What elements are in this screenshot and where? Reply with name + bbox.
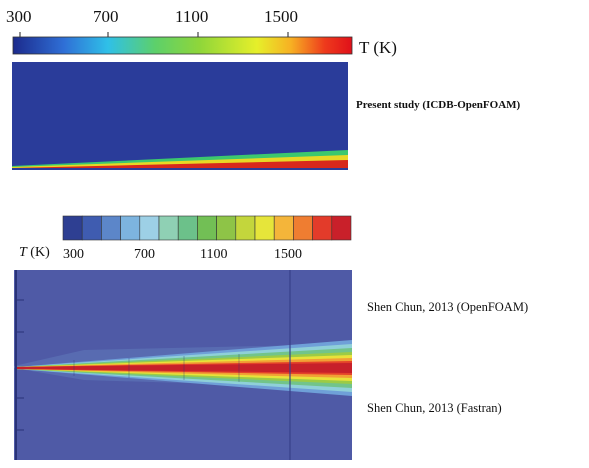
- top-temperature-field: [12, 62, 348, 170]
- bottom-tick-700: 700: [134, 247, 155, 262]
- colorbar-bin: [177, 215, 198, 241]
- colorbar-bin: [120, 215, 141, 241]
- colorbar-bin: [254, 215, 275, 241]
- top-caption: Present study (ICDB-OpenFOAM): [356, 99, 521, 111]
- bottom-caption-upper: Shen Chun, 2013 (OpenFOAM): [367, 300, 529, 314]
- colorbar-bin: [101, 215, 121, 241]
- bottom-unit-suffix: (K): [26, 245, 50, 260]
- colorbar-bin: [293, 215, 313, 241]
- top-colorbar: [12, 32, 353, 55]
- colorbar-bin: [312, 215, 333, 241]
- top-tick-700: 700: [93, 7, 119, 26]
- bottom-tick-300: 300: [63, 247, 84, 262]
- colorbar-bin: [158, 215, 179, 241]
- colorbar-bin: [235, 215, 256, 241]
- bottom-unit-symbol: T: [19, 245, 27, 260]
- bottom-colorbar-unit-label: T (K): [19, 245, 50, 261]
- colorbar-bin: [62, 215, 83, 241]
- colorbar-bin: [139, 215, 160, 241]
- top-tick-1100: 1100: [175, 7, 209, 26]
- colorbar-bin: [331, 215, 352, 241]
- bottom-caption-lower: Shen Chun, 2013 (Fastran): [367, 401, 502, 415]
- colorbar-bin: [81, 215, 102, 241]
- top-colorbar-unit-label: T (K): [359, 38, 397, 57]
- top-tick-300: 300: [6, 7, 32, 26]
- bottom-tick-1500: 1500: [274, 247, 302, 262]
- colorbar-bin: [273, 215, 294, 241]
- top-tick-1500: 1500: [264, 7, 298, 26]
- colorbar-bin: [216, 215, 237, 241]
- bottom-tick-1100: 1100: [200, 247, 228, 262]
- colorbar-bin: [197, 215, 217, 241]
- bottom-colorbar: [62, 215, 352, 241]
- top-colorbar-ticks: 300 700 1100 1500: [0, 8, 589, 30]
- bottom-temperature-field: [14, 270, 352, 460]
